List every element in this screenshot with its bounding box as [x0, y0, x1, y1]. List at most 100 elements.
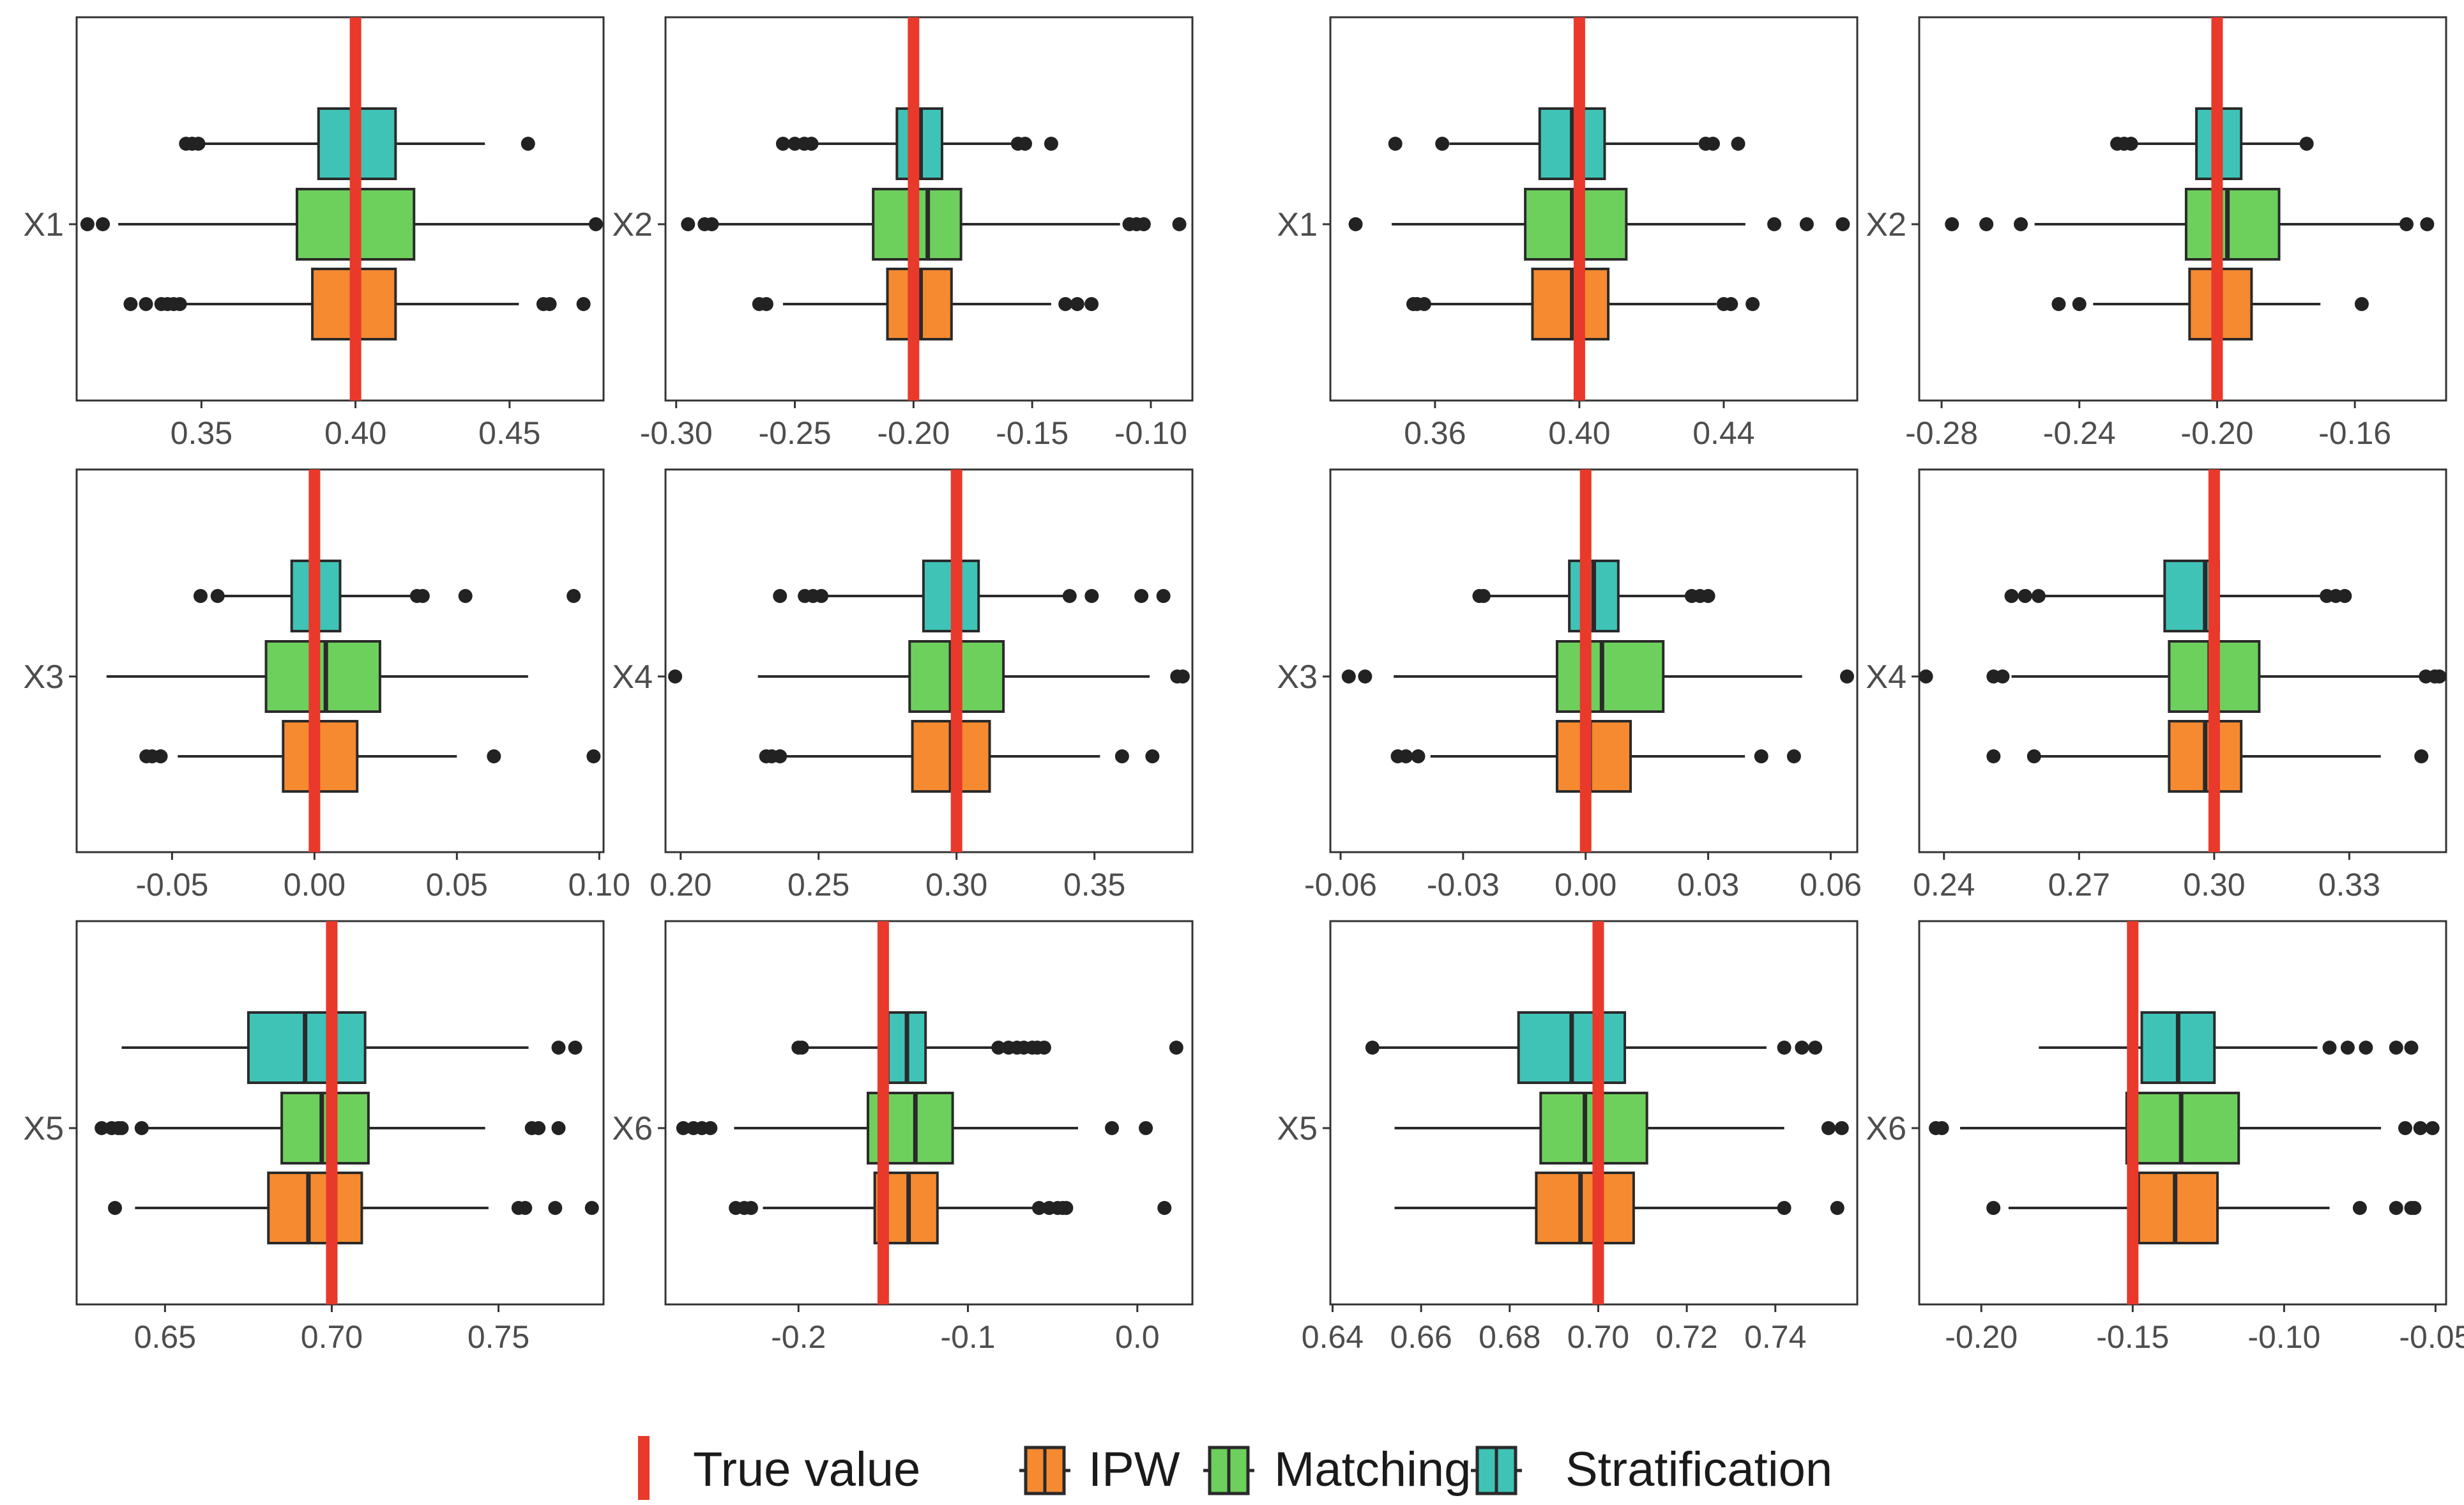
- x-tick-label: -0.05: [135, 867, 208, 903]
- x-tick-label: 0.40: [324, 415, 386, 451]
- box-matching: [106, 640, 528, 713]
- iqr-box: [280, 1092, 370, 1165]
- outlier-point: [1705, 137, 1720, 151]
- outlier-point: [773, 589, 787, 603]
- x-tick-label: 0.74: [1744, 1319, 1806, 1355]
- outlier-point: [1417, 297, 1431, 311]
- iqr-box: [1535, 1172, 1635, 1244]
- legend-key-ipw: [1019, 1446, 1070, 1495]
- outlier-point: [1701, 589, 1715, 603]
- outlier-point: [139, 297, 153, 311]
- x-tick-label: -0.1: [940, 1319, 995, 1355]
- outlier-point: [1476, 589, 1491, 603]
- outlier-point: [584, 1201, 599, 1215]
- outlier-point: [576, 297, 591, 311]
- outlier-point: [1058, 297, 1073, 311]
- x-tick-label: -0.15: [996, 415, 1068, 451]
- outlier-point: [518, 1201, 533, 1215]
- outlier-point: [521, 137, 535, 151]
- outlier-point: [1084, 297, 1099, 311]
- panel-9-x5: X5 0.65 0.70 0.75: [23, 920, 605, 1355]
- outlier-point: [1745, 297, 1760, 311]
- true-value-line: [308, 470, 321, 852]
- outlier-point: [668, 669, 683, 684]
- outlier-point: [1777, 1041, 1791, 1055]
- outlier-point: [1365, 1041, 1380, 1055]
- outlier-point: [2031, 589, 2046, 603]
- outlier-point: [681, 217, 696, 231]
- outlier-point: [531, 1121, 546, 1135]
- panel-10-x6: X6 -0.2 -0.1 0.0: [612, 920, 1194, 1355]
- outlier-point: [1821, 1121, 1836, 1135]
- outlier-point: [1777, 1201, 1791, 1215]
- iqr-box: [264, 640, 381, 713]
- x-tick-label: 0.00: [284, 867, 346, 903]
- box-matching: [1341, 640, 1855, 713]
- outlier-point: [191, 137, 206, 151]
- outlier-point: [2338, 589, 2352, 603]
- outlier-point: [2404, 1041, 2419, 1055]
- iqr-box: [267, 1172, 363, 1244]
- outlier-point: [1044, 137, 1058, 151]
- x-tick-label: 0.65: [134, 1319, 196, 1355]
- true-value-line: [2208, 470, 2220, 852]
- x-tick-label: -0.03: [1427, 867, 1500, 903]
- x-tick-label: 0.25: [787, 867, 849, 903]
- outlier-point: [458, 589, 473, 603]
- outlier-point: [1114, 749, 1129, 763]
- outlier-point: [1136, 217, 1151, 231]
- x-tick-label: 0.33: [2318, 867, 2380, 903]
- box-matching: [1945, 188, 2435, 261]
- outlier-point: [1799, 217, 1814, 231]
- outlier-point: [1358, 669, 1373, 684]
- outlier-point: [775, 137, 790, 151]
- iqr-box: [1555, 720, 1632, 793]
- box-ipw: [1406, 268, 1760, 340]
- outlier-point: [80, 217, 95, 231]
- outlier-point: [2027, 749, 2041, 763]
- x-tick-label: 0.35: [1063, 867, 1125, 903]
- panel-2-x2: X2 -0.30 -0.25 -0.20 -0.15 -0.10: [612, 16, 1194, 451]
- outlier-point: [704, 217, 719, 231]
- x-tick-label: 0.44: [1692, 415, 1754, 451]
- outlier-point: [1840, 669, 1855, 684]
- outlier-point: [1070, 297, 1084, 311]
- outlier-point: [2432, 669, 2447, 684]
- box-ipw: [1390, 720, 1801, 793]
- y-label: X1: [1277, 206, 1318, 243]
- x-tick-label: 0.75: [468, 1319, 529, 1355]
- x-tick-label: 0.06: [1800, 867, 1862, 903]
- outlier-point: [1830, 1201, 1844, 1215]
- outlier-point: [1786, 749, 1801, 763]
- x-tick-label: -0.05: [2399, 1319, 2464, 1355]
- box-matching: [1929, 1092, 2440, 1165]
- outlier-point: [1767, 217, 1782, 231]
- x-tick-label: -0.25: [759, 415, 832, 451]
- x-tick-label: 0.27: [2048, 867, 2110, 903]
- y-label: X3: [23, 659, 64, 696]
- outlier-point: [2398, 1121, 2412, 1135]
- outlier-point: [1724, 297, 1738, 311]
- true-value-line: [2127, 921, 2139, 1304]
- outlier-point: [795, 1041, 809, 1055]
- outlier-point: [2124, 137, 2138, 151]
- outlier-point: [759, 297, 773, 311]
- outlier-point: [1037, 1041, 1051, 1055]
- outlier-point: [2004, 589, 2019, 603]
- outlier-point: [1945, 217, 1959, 231]
- outlier-point: [2359, 1041, 2373, 1055]
- legend: True value IPW Matching Stratification: [638, 1436, 1832, 1500]
- outlier-point: [108, 1201, 123, 1215]
- true-value-line: [1579, 470, 1592, 852]
- outlier-point: [1139, 1121, 1153, 1135]
- x-tick-label: 0.72: [1655, 1319, 1717, 1355]
- outlier-point: [123, 297, 138, 311]
- y-label: X6: [1866, 1110, 1906, 1147]
- outlier-point: [2389, 1201, 2403, 1215]
- outlier-point: [172, 297, 187, 311]
- x-tick-label: 0.36: [1404, 415, 1466, 451]
- x-tick-label: 0.70: [301, 1319, 363, 1355]
- x-tick-label: -0.15: [2096, 1319, 2169, 1355]
- outlier-point: [1935, 1121, 1949, 1135]
- legend-key-stratification: [1471, 1446, 1522, 1495]
